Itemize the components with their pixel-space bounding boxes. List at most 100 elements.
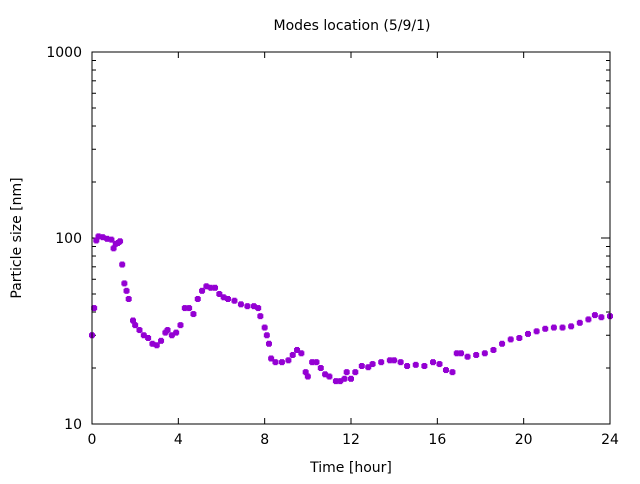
data-point bbox=[181, 305, 188, 312]
data-point bbox=[162, 329, 169, 336]
x-tick-label: 20 bbox=[515, 432, 533, 448]
data-point bbox=[119, 261, 126, 268]
chart-title: Modes location (5/9/1) bbox=[274, 18, 431, 34]
data-point bbox=[125, 295, 132, 302]
data-point bbox=[322, 371, 329, 378]
data-point bbox=[255, 305, 262, 312]
data-point bbox=[216, 290, 223, 297]
data-point bbox=[348, 375, 354, 382]
data-point bbox=[237, 301, 244, 308]
data-point bbox=[490, 346, 497, 353]
data-point bbox=[430, 359, 437, 366]
data-point bbox=[285, 357, 292, 364]
data-point bbox=[136, 327, 143, 334]
data-point bbox=[289, 351, 296, 358]
data-point bbox=[121, 280, 128, 287]
data-point bbox=[576, 319, 583, 326]
data-point bbox=[173, 329, 180, 336]
data-point bbox=[533, 328, 540, 335]
data-point bbox=[464, 353, 471, 360]
data-point bbox=[278, 359, 285, 366]
data-points bbox=[89, 233, 613, 385]
data-point bbox=[449, 369, 456, 376]
data-point bbox=[212, 284, 219, 291]
data-point bbox=[313, 359, 320, 366]
x-axis-label: Time [hour] bbox=[309, 460, 392, 476]
data-point bbox=[358, 363, 365, 370]
x-tick-label: 0 bbox=[88, 432, 97, 448]
y-tick-label: 1000 bbox=[46, 45, 82, 61]
plot-frame bbox=[91, 51, 611, 425]
data-point bbox=[473, 351, 480, 358]
data-point bbox=[153, 342, 160, 349]
data-point bbox=[132, 322, 139, 329]
data-point bbox=[199, 287, 206, 294]
data-point bbox=[244, 303, 251, 310]
data-point bbox=[130, 317, 137, 324]
data-point bbox=[332, 378, 339, 385]
data-point bbox=[261, 324, 268, 331]
data-point bbox=[598, 314, 605, 321]
data-point bbox=[442, 367, 449, 374]
data-point bbox=[95, 233, 102, 240]
data-point bbox=[304, 373, 311, 380]
data-point bbox=[123, 287, 130, 294]
data-point bbox=[298, 350, 305, 357]
data-point bbox=[559, 324, 566, 331]
x-tick-label: 4 bbox=[174, 432, 183, 448]
x-tick-label: 8 bbox=[260, 432, 269, 448]
x-tick-label: 24 bbox=[601, 432, 619, 448]
data-point bbox=[378, 359, 385, 366]
data-point bbox=[404, 363, 411, 370]
data-point bbox=[168, 332, 175, 339]
data-point bbox=[104, 235, 111, 242]
data-point bbox=[481, 350, 488, 357]
data-point bbox=[164, 327, 171, 334]
data-point bbox=[343, 369, 350, 376]
data-point bbox=[421, 363, 428, 370]
data-point bbox=[585, 316, 592, 323]
y-axis-label: Particle size [nm] bbox=[9, 177, 25, 298]
data-point bbox=[110, 245, 117, 252]
data-point bbox=[108, 236, 115, 243]
data-point bbox=[412, 361, 419, 368]
data-point bbox=[386, 357, 393, 364]
data-point bbox=[190, 311, 197, 318]
x-tick-label: 12 bbox=[342, 432, 360, 448]
data-point bbox=[524, 330, 531, 337]
data-point bbox=[203, 283, 210, 290]
data-point bbox=[453, 350, 460, 357]
data-point bbox=[337, 378, 344, 385]
data-point bbox=[352, 369, 359, 376]
data-point bbox=[369, 361, 376, 368]
data-point bbox=[397, 359, 404, 366]
data-point bbox=[309, 359, 316, 366]
data-point bbox=[265, 340, 272, 347]
data-point bbox=[365, 364, 372, 371]
data-point bbox=[268, 355, 275, 362]
y-tick-label: 100 bbox=[55, 231, 82, 247]
data-point bbox=[516, 334, 523, 341]
data-point bbox=[231, 297, 238, 304]
data-point bbox=[186, 305, 193, 312]
data-point bbox=[117, 238, 124, 245]
data-point bbox=[317, 365, 324, 372]
data-point bbox=[568, 323, 575, 330]
data-point bbox=[542, 325, 549, 332]
data-point bbox=[224, 295, 231, 302]
data-point bbox=[99, 234, 106, 241]
data-point bbox=[91, 305, 98, 312]
data-point bbox=[458, 350, 465, 357]
data-point bbox=[550, 324, 557, 331]
data-point bbox=[149, 340, 156, 347]
data-point bbox=[177, 322, 184, 329]
data-point bbox=[93, 237, 100, 244]
data-point bbox=[250, 303, 257, 310]
data-point bbox=[272, 359, 279, 366]
data-point bbox=[499, 340, 506, 347]
x-tick-label: 16 bbox=[428, 432, 446, 448]
data-point bbox=[294, 346, 301, 353]
data-point bbox=[207, 284, 214, 291]
data-point bbox=[507, 336, 514, 343]
